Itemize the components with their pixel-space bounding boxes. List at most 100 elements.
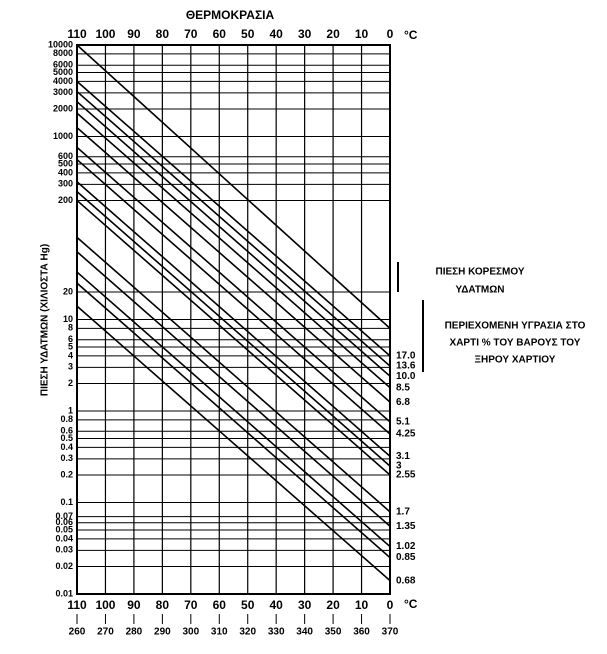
x2-tick-label: 360 [353,627,370,638]
x2-tick-label: 290 [154,627,171,638]
annotation: ΧΑΡΤΙ % ΤΟΥ ΒΑΡΟΥΣ ΤΟΥ [450,338,581,349]
y-tick-label: 1000 [53,131,73,141]
data-line [76,90,391,367]
y-tick-label: 0.02 [55,561,73,571]
y-tick-label: 0.1 [60,497,73,507]
y-tick-label: 4 [68,350,73,360]
line-label: 3 [396,461,402,472]
line-label: 4.25 [396,429,416,440]
line-label: 17.0 [396,351,416,362]
data-line [76,44,391,329]
x2-tick-label: 350 [325,627,342,638]
y-tick-label: 0.2 [60,469,73,479]
x-tick-label: 100 [95,27,115,41]
y-tick-label: 0.6 [60,426,73,436]
line-label: 10.0 [396,371,416,382]
y-tick-label: 400 [58,167,73,177]
x-tick-label: 50 [241,27,255,41]
y-tick-label: 20 [63,286,73,296]
x-tick-label: 90 [127,27,141,41]
line-label: 6.8 [396,397,410,408]
y-tick-label: 0.01 [55,588,73,598]
x-tick-label: 80 [156,598,170,612]
line-label: 13.6 [396,361,416,372]
x-tick-label: 20 [326,27,340,41]
y-tick-label: 2 [68,378,73,388]
y-tick-label: 1 [68,405,73,415]
y-tick-label: 3 [68,362,73,372]
y-tick-label: 4000 [53,76,73,86]
annotation: ΠΕΡΙΕΧΟΜΕΝΗ ΥΓΡΑΣΙΑ ΣΤΟ [445,321,586,332]
x2-tick-label: 270 [97,627,114,638]
x-tick-label: 20 [326,598,340,612]
y-tick-label: 200 [58,195,73,205]
y-axis-title: ΠΙΕΣΗ ΥΔΑΤΜΩΝ (ΧΙΛΙΟΣΤΑ Hg) [40,244,51,396]
line-label: 2.55 [396,470,416,481]
y-tick-label: 500 [58,158,73,168]
x-tick-label: 80 [156,27,170,41]
x-tick-label: 40 [270,598,284,612]
y-tick-label: 0.3 [60,453,73,463]
y-tick-label: 3000 [53,87,73,97]
y-tick-label: 0.05 [55,524,73,534]
data-line [76,190,391,467]
x2-tick-label: 280 [126,627,143,638]
data-line [76,80,391,357]
x-tick-label: 70 [184,598,198,612]
data-line [76,181,391,457]
x2-tick-label: 300 [182,627,199,638]
data-line [76,146,391,423]
x2-tick-label: 320 [239,627,256,638]
x-tick-label: 30 [298,27,312,41]
data-line [76,251,391,527]
x-tick-label: 90 [127,598,141,612]
x-tick-label: 110 [67,27,87,41]
data-line [76,112,391,389]
x-tick-label: 30 [298,598,312,612]
x-tick-label: 40 [270,27,284,41]
y-tick-label: 0.4 [60,442,73,452]
line-label: 5.1 [396,417,410,428]
x-tick-label: 70 [184,27,198,41]
y-tick-label: 8 [68,323,73,333]
x-tick-label: 60 [213,598,227,612]
x2-tick-label: 260 [69,627,86,638]
data-line [76,101,391,377]
y-tick-label: 10 [63,314,73,324]
x-tick-label: 60 [213,27,227,41]
line-label: 0.68 [396,575,416,586]
y-tick-label: 0.06 [55,517,73,527]
x2-tick-label: 330 [268,627,285,638]
x-tick-label: 0 [387,27,394,41]
y-tick-label: 0.03 [55,545,73,555]
x2-tick-label: 370 [382,627,399,638]
line-label: 8.5 [396,382,410,393]
x-axis-title: ΘΕΡΜΟΚΡΑΣΙΑ [186,8,275,22]
x-tick-label: 10 [355,598,369,612]
line-label: 1.7 [396,507,410,518]
x2-tick-label: 310 [211,627,228,638]
x-tick-label: 50 [241,598,255,612]
y-tick-label: 0.8 [60,414,73,424]
data-line [76,158,391,435]
y-tick-label: 0.04 [55,533,73,543]
annotation: ΥΔΑΤΜΩΝ [455,285,504,296]
data-line [76,271,391,548]
x2-tick-label: 340 [296,627,313,638]
y-tick-label: 8000 [53,48,73,58]
y-tick-label: 5000 [53,67,73,77]
x-tick-label: 10 [355,27,369,41]
x-unit-top: °C [404,28,418,42]
y-tick-label: 5 [68,341,73,351]
line-label: 0.85 [396,552,416,563]
data-line [76,282,391,559]
x-tick-label: 100 [95,598,115,612]
x-tick-label: 0 [387,598,394,612]
data-line [76,127,391,403]
x-tick-label: 110 [67,598,87,612]
y-tick-label: 6 [68,334,73,344]
y-tick-label: 0.5 [60,433,73,443]
line-label: 1.02 [396,541,416,552]
x-unit-bottom: °C [404,597,418,611]
